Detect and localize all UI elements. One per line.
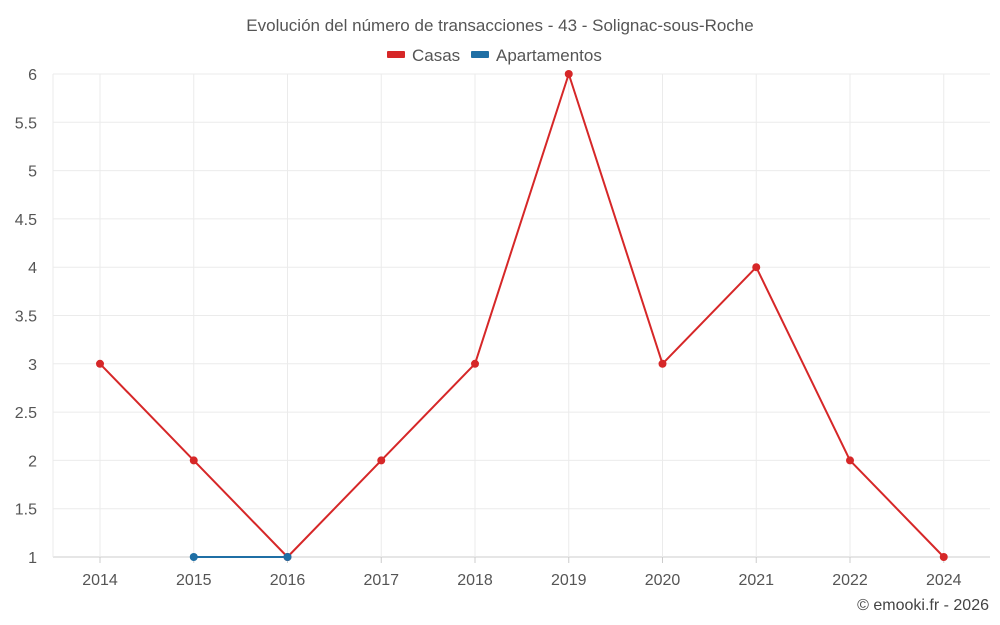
chart-credit: © emooki.fr - 2026 [857, 597, 989, 614]
y-tick-label: 6 [28, 67, 37, 84]
x-tick-label: 2020 [645, 572, 681, 589]
y-tick-label: 1 [28, 550, 37, 567]
data-point-casas[interactable] [564, 70, 573, 78]
data-point-apartamentos[interactable] [189, 553, 198, 561]
data-point-casas[interactable] [752, 263, 761, 272]
x-tick-label: 2014 [82, 572, 118, 589]
x-tick-label: 2024 [926, 572, 962, 589]
y-tick-label: 1.5 [15, 502, 37, 519]
x-tick-label: 2022 [832, 572, 868, 589]
chart-grid [52, 73, 990, 563]
y-tick-label: 5.5 [15, 115, 37, 132]
chart-title: Evolución del número de transacciones - … [246, 16, 753, 35]
x-tick-label: 2021 [738, 572, 774, 589]
y-tick-label: 2.5 [15, 405, 37, 422]
y-tick-label: 3 [28, 357, 37, 374]
x-tick-label: 2016 [270, 572, 306, 589]
series-lines [99, 73, 945, 558]
x-tick-label: 2019 [551, 572, 587, 589]
series-line-casas [99, 73, 945, 558]
y-tick-label: 4.5 [15, 212, 37, 229]
legend-label-casas[interactable]: Casas [412, 46, 460, 65]
data-point-casas[interactable] [939, 553, 948, 561]
legend-swatch-apartamentos [471, 51, 489, 58]
x-axis-ticks: 2014 2015 2016 2017 2018 2019 2020 2021 2022 2024 [82, 572, 961, 589]
y-tick-label: 4 [28, 260, 37, 277]
series-points [96, 70, 948, 561]
x-tick-label: 2017 [363, 572, 399, 589]
x-tick-label: 2018 [457, 572, 493, 589]
x-tick-label: 2015 [176, 572, 212, 589]
chart-legend: Casas Apartamentos [387, 46, 602, 65]
y-tick-label: 5 [28, 164, 37, 181]
y-tick-label: 2 [28, 453, 37, 470]
y-axis-ticks: 1 1.5 2 2.5 3 3.5 4 4.5 5 5.5 6 [15, 67, 37, 567]
legend-label-apartamentos[interactable]: Apartamentos [496, 46, 602, 65]
data-point-casas[interactable] [189, 456, 198, 465]
data-point-casas[interactable] [377, 456, 386, 465]
data-point-casas[interactable] [846, 456, 854, 465]
y-tick-label: 3.5 [15, 309, 37, 326]
legend-swatch-casas [387, 51, 405, 58]
data-point-casas[interactable] [658, 359, 667, 368]
data-point-casas[interactable] [471, 359, 479, 368]
data-point-casas[interactable] [96, 359, 104, 368]
data-point-apartamentos[interactable] [283, 553, 292, 561]
